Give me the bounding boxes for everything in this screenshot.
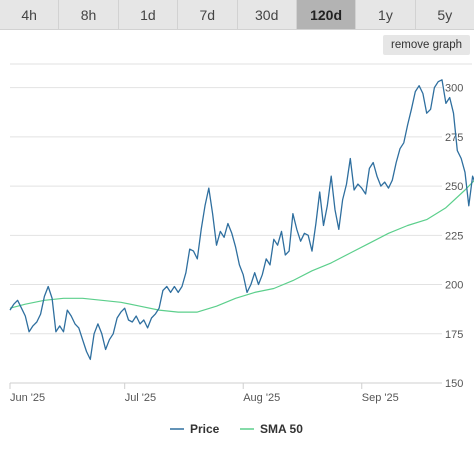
x-tick-label: Jul '25 bbox=[125, 392, 156, 404]
sma-50-series-line bbox=[9, 179, 474, 313]
x-tick-label: Aug '25 bbox=[243, 392, 280, 404]
y-tick-label: 300 bbox=[445, 83, 463, 95]
remove-graph-button[interactable]: remove graph bbox=[383, 35, 470, 55]
tab-range-8h[interactable]: 8h bbox=[59, 0, 119, 29]
y-tick-label: 150 bbox=[445, 378, 463, 390]
price-series-line bbox=[9, 79, 474, 361]
time-range-tabs: 4h 8h 1d 7d 30d 120d 1y 5y bbox=[0, 0, 474, 30]
tab-range-1d[interactable]: 1d bbox=[119, 0, 179, 29]
legend-item-price-label: Price bbox=[190, 422, 220, 436]
y-tick-label: 225 bbox=[445, 230, 463, 242]
y-tick-label: 200 bbox=[445, 280, 463, 292]
y-tick-label: 250 bbox=[445, 181, 463, 193]
tab-range-120d[interactable]: 120d bbox=[296, 0, 357, 29]
y-tick-label: 275 bbox=[445, 132, 463, 144]
tab-range-5y[interactable]: 5y bbox=[437, 6, 453, 23]
legend-item-sma-50-label: SMA 50 bbox=[260, 422, 303, 436]
y-tick-label: 175 bbox=[445, 329, 463, 341]
x-tick-label: Sep '25 bbox=[362, 392, 399, 404]
tab-range-1y[interactable]: 1y bbox=[356, 0, 416, 29]
tab-range-4h[interactable]: 4h bbox=[0, 0, 60, 29]
tab-range-30d[interactable]: 30d bbox=[238, 0, 297, 29]
x-tick-label: Jun '25 bbox=[10, 392, 45, 404]
tab-range-7d[interactable]: 7d bbox=[178, 0, 238, 29]
